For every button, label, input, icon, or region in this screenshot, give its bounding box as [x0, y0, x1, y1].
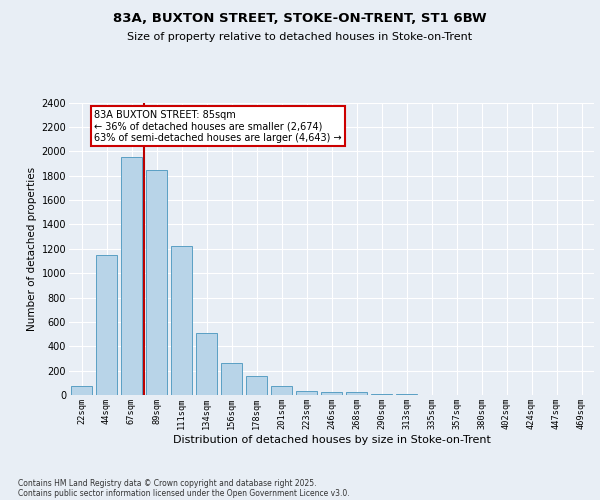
Text: Contains public sector information licensed under the Open Government Licence v3: Contains public sector information licen… — [18, 488, 350, 498]
Bar — [171, 246, 192, 395]
Bar — [196, 333, 217, 395]
Bar — [296, 392, 317, 395]
Bar — [96, 255, 117, 395]
Bar — [221, 362, 242, 395]
Bar — [346, 392, 367, 395]
Text: 83A, BUXTON STREET, STOKE-ON-TRENT, ST1 6BW: 83A, BUXTON STREET, STOKE-ON-TRENT, ST1 … — [113, 12, 487, 26]
Bar — [146, 170, 167, 395]
Text: Contains HM Land Registry data © Crown copyright and database right 2025.: Contains HM Land Registry data © Crown c… — [18, 478, 317, 488]
Bar — [321, 392, 342, 395]
Bar — [71, 386, 92, 395]
Bar — [396, 394, 417, 395]
Text: Size of property relative to detached houses in Stoke-on-Trent: Size of property relative to detached ho… — [127, 32, 473, 42]
Y-axis label: Number of detached properties: Number of detached properties — [28, 166, 37, 331]
Bar — [271, 386, 292, 395]
Bar — [371, 394, 392, 395]
X-axis label: Distribution of detached houses by size in Stoke-on-Trent: Distribution of detached houses by size … — [173, 435, 490, 445]
Bar — [246, 376, 267, 395]
Bar — [121, 158, 142, 395]
Text: 83A BUXTON STREET: 85sqm
← 36% of detached houses are smaller (2,674)
63% of sem: 83A BUXTON STREET: 85sqm ← 36% of detach… — [94, 110, 341, 143]
